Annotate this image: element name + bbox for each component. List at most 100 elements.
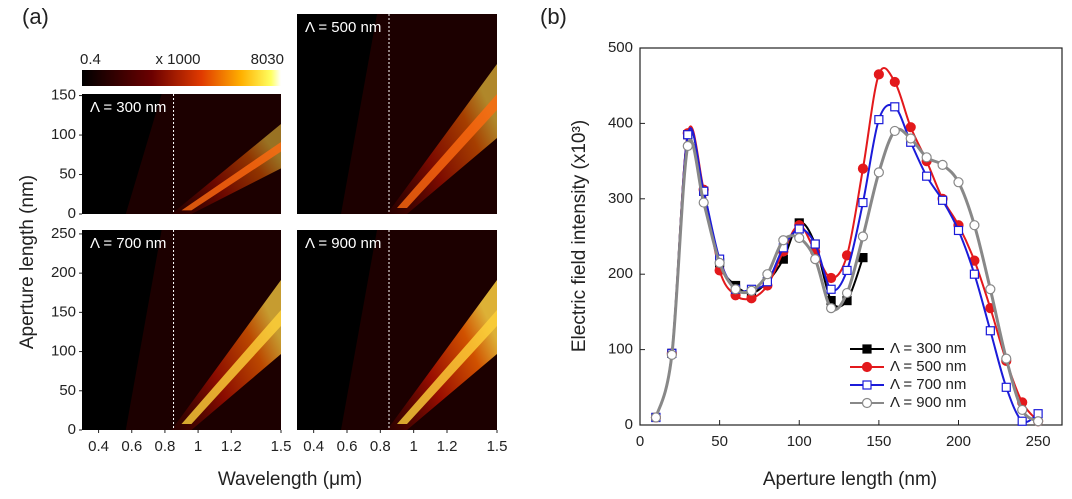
data-point <box>698 197 709 208</box>
x-tick-label: 0 <box>636 433 644 450</box>
y-axis-title: Aperture length (nm) <box>17 175 38 349</box>
data-point <box>985 326 995 336</box>
data-point <box>699 186 709 196</box>
x-tick-label: 0.4 <box>88 438 109 455</box>
data-point <box>1033 416 1044 427</box>
heatmap-region <box>171 280 281 430</box>
data-point <box>826 284 836 294</box>
data-point <box>953 177 964 188</box>
legend-marker <box>861 397 873 409</box>
data-point <box>873 167 884 178</box>
data-point <box>937 195 948 205</box>
data-point <box>873 69 884 80</box>
x-tick-label: 50 <box>711 433 728 450</box>
data-point <box>666 349 677 360</box>
x-tick-label: 1.2 <box>437 438 458 455</box>
data-point <box>889 125 900 137</box>
x-tick-label: 0.4 <box>303 438 324 455</box>
y-tick-label: 100 <box>51 126 76 143</box>
series-line <box>654 103 1039 424</box>
y-tick-label: 200 <box>51 264 76 281</box>
subplot-label: Λ = 900 nm <box>305 235 381 252</box>
legend-marker <box>862 380 872 390</box>
data-point <box>921 152 932 163</box>
y-tick-label: 50 <box>59 382 76 399</box>
x-tick-label: 0.8 <box>154 438 175 455</box>
data-point <box>746 285 757 296</box>
x-tick-label: 100 <box>787 433 812 450</box>
x-tick-label: 1.5 <box>271 438 292 455</box>
panel-label: (b) <box>540 4 567 29</box>
data-point <box>905 122 916 133</box>
data-point <box>1001 382 1011 392</box>
y-tick-label: 200 <box>608 265 633 282</box>
y-tick-label: 100 <box>51 343 76 360</box>
data-point <box>858 197 868 208</box>
y-axis-title: Electric field intensity (x10³) <box>569 120 590 352</box>
data-point <box>889 76 900 88</box>
data-point <box>794 232 805 244</box>
data-point <box>762 269 773 280</box>
colorbar <box>82 70 281 86</box>
data-point <box>1017 416 1027 426</box>
data-point <box>810 239 820 249</box>
data-point <box>857 231 869 242</box>
x-tick-label: 1 <box>409 438 417 455</box>
heatmap-region <box>387 280 497 430</box>
y-tick-label: 150 <box>51 87 76 104</box>
data-point <box>778 235 789 246</box>
legend-label: Λ = 300 nm <box>890 340 966 357</box>
x-tick-label: 0.8 <box>370 438 391 455</box>
y-tick-label: 0 <box>68 205 76 222</box>
data-point <box>794 224 804 234</box>
panel-label: (a) <box>22 4 49 29</box>
x-axis-title: Wavelength (μm) <box>218 469 362 490</box>
legend-label: Λ = 700 nm <box>890 376 966 393</box>
data-point <box>874 115 884 125</box>
subplot-label: Λ = 700 nm <box>90 235 166 252</box>
colorbar-min: 0.4 <box>80 51 101 68</box>
legend-marker <box>862 344 872 354</box>
data-point <box>841 287 853 299</box>
data-point <box>985 284 996 295</box>
data-point <box>810 254 821 265</box>
heatmap-ridge <box>397 94 497 208</box>
colorbar-scale: x 1000 <box>155 51 200 68</box>
data-point <box>682 140 693 152</box>
data-point <box>842 265 852 276</box>
legend-marker <box>861 361 873 373</box>
y-tick-label: 0 <box>68 421 76 438</box>
y-tick-label: 100 <box>608 341 633 358</box>
data-point <box>937 159 948 170</box>
colorbar-max: 8030 <box>251 51 284 68</box>
x-tick-label: 0.6 <box>337 438 358 455</box>
data-point <box>1017 404 1028 416</box>
y-tick-label: 300 <box>608 190 633 207</box>
y-tick-label: 250 <box>51 225 76 242</box>
data-point <box>714 257 725 268</box>
data-point <box>890 102 900 112</box>
heatmap-ridge <box>397 310 497 424</box>
y-tick-label: 0 <box>625 416 633 433</box>
y-tick-label: 150 <box>51 303 76 320</box>
subplot-label: Λ = 300 nm <box>90 99 166 116</box>
plot-frame <box>639 47 1063 426</box>
x-tick-label: 0.6 <box>121 438 142 455</box>
series-line <box>654 127 1039 423</box>
x-tick-label: 200 <box>946 433 971 450</box>
data-point <box>825 303 837 314</box>
data-point <box>858 253 868 263</box>
x-tick-label: 250 <box>1026 433 1051 450</box>
x-tick-label: 1.5 <box>487 438 508 455</box>
y-tick-label: 50 <box>59 165 76 182</box>
x-tick-label: 150 <box>866 433 891 450</box>
y-tick-label: 500 <box>608 39 633 56</box>
heatmap-region <box>387 64 497 214</box>
data-point <box>730 284 741 295</box>
data-point <box>905 133 916 144</box>
x-axis-title: Aperture length (nm) <box>763 469 937 490</box>
data-point <box>650 412 662 423</box>
y-tick-label: 400 <box>608 114 633 131</box>
data-point <box>857 163 869 174</box>
